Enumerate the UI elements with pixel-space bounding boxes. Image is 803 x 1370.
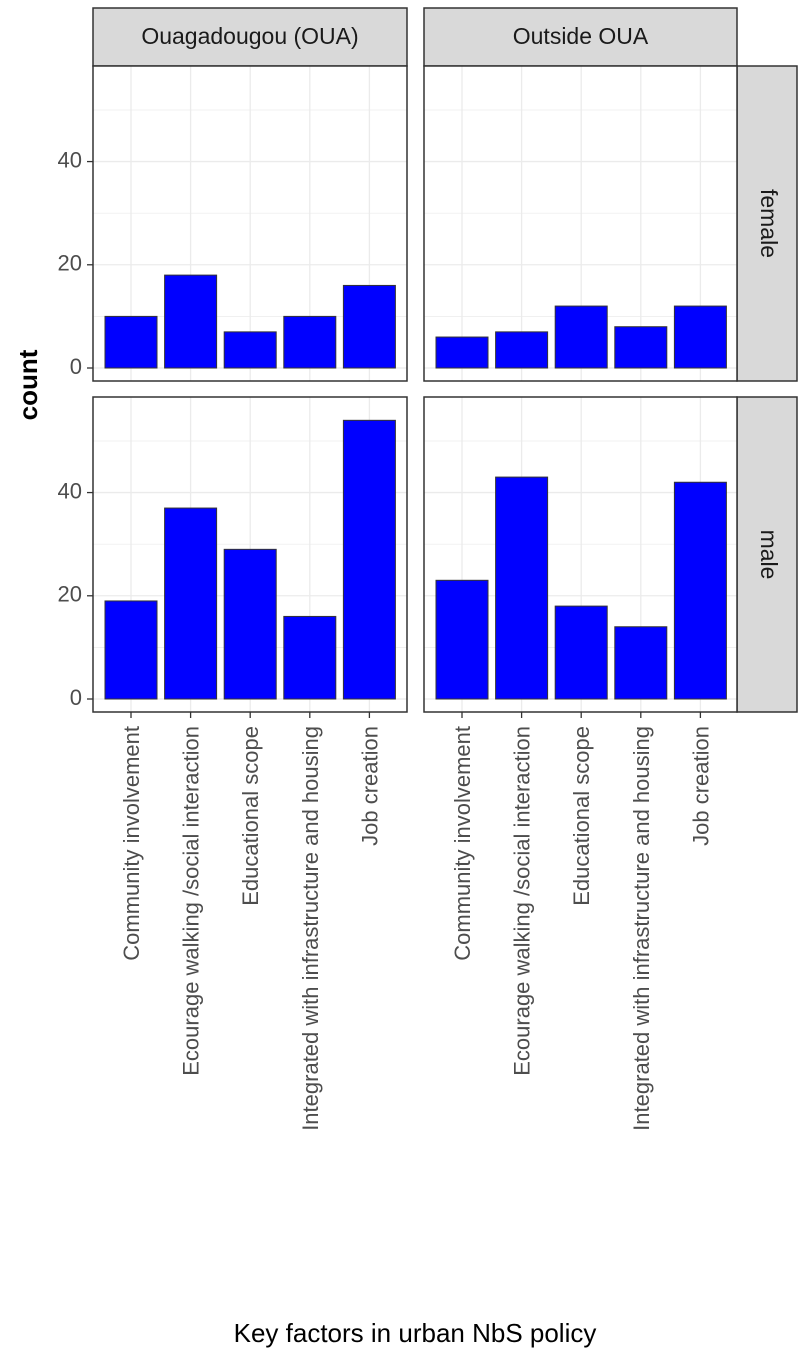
bar-ouagadougou-oua-female-community-involvement: [104, 315, 158, 369]
y-tick-label: 0: [70, 685, 82, 710]
x-tick-label-educational-scope: Educational scope: [569, 726, 594, 906]
y-tick-label: 40: [58, 478, 82, 503]
x-tick-label-ecourage-walking-social-interaction: Ecourage walking /social interaction: [179, 726, 204, 1076]
x-axis-title: Key factors in urban NbS policy: [234, 1318, 597, 1348]
panel-border-ouagadougou-oua-female: [92, 65, 408, 382]
bar-outside-oua-male-educational-scope: [554, 605, 608, 700]
strip-outside-oua: [423, 7, 738, 67]
x-tick-label-job-creation: Job creation: [357, 726, 382, 846]
y-tick-label: 20: [58, 251, 82, 276]
bar-ouagadougou-oua-male-job-creation: [342, 419, 396, 700]
strip-label-female: female: [756, 189, 782, 258]
bar-outside-oua-male-job-creation: [673, 481, 727, 700]
bar-outside-oua-female-ecourage-walking-social-interaction: [495, 331, 549, 369]
bar-ouagadougou-oua-female-job-creation: [342, 284, 396, 369]
bar-outside-oua-male-ecourage-walking-social-interaction: [495, 476, 549, 700]
bar-outside-oua-female-educational-scope: [554, 305, 608, 369]
x-tick-label-ecourage-walking-social-interaction: Ecourage walking /social interaction: [510, 726, 535, 1076]
x-tick-label-educational-scope: Educational scope: [238, 726, 263, 906]
bar-outside-oua-male-community-involvement: [435, 579, 489, 700]
y-tick-label: 20: [58, 582, 82, 607]
bar-ouagadougou-oua-female-ecourage-walking-social-interaction: [164, 274, 218, 369]
y-tick-label: 40: [58, 147, 82, 172]
strip-label-ouagadougou-oua: Ouagadougou (OUA): [141, 23, 358, 49]
y-axis-title: count: [13, 349, 43, 420]
bar-ouagadougou-oua-male-integrated-with-infrastructure-and-housing: [283, 615, 337, 700]
panel-border-outside-oua-male: [423, 396, 738, 713]
panel-border-outside-oua-female: [423, 65, 738, 382]
bar-outside-oua-female-job-creation: [673, 305, 727, 369]
x-tick-label-job-creation: Job creation: [688, 726, 713, 846]
x-tick-label-integrated-with-infrastructure-and-housing: Integrated with infrastructure and housi…: [298, 726, 323, 1131]
strip-label-male: male: [756, 530, 782, 580]
strip-female: [736, 65, 798, 382]
x-tick-label-community-involvement: Community involvement: [450, 726, 475, 961]
strip-label-outside-oua: Outside OUA: [513, 23, 649, 49]
bar-ouagadougou-oua-male-community-involvement: [104, 600, 158, 700]
strip-male: [736, 396, 798, 713]
strip-ouagadougou-oua: [92, 7, 408, 67]
x-tick-label-community-involvement: Community involvement: [119, 726, 144, 961]
bar-outside-oua-female-community-involvement: [435, 336, 489, 369]
bar-outside-oua-male-integrated-with-infrastructure-and-housing: [614, 626, 668, 700]
y-tick-label: 0: [70, 354, 82, 379]
bar-outside-oua-female-integrated-with-infrastructure-and-housing: [614, 326, 668, 369]
bar-ouagadougou-oua-female-educational-scope: [223, 331, 277, 369]
bar-ouagadougou-oua-male-ecourage-walking-social-interaction: [164, 507, 218, 700]
bar-ouagadougou-oua-male-educational-scope: [223, 548, 277, 700]
x-tick-label-integrated-with-infrastructure-and-housing: Integrated with infrastructure and housi…: [629, 726, 654, 1131]
bar-ouagadougou-oua-female-integrated-with-infrastructure-and-housing: [283, 315, 337, 369]
